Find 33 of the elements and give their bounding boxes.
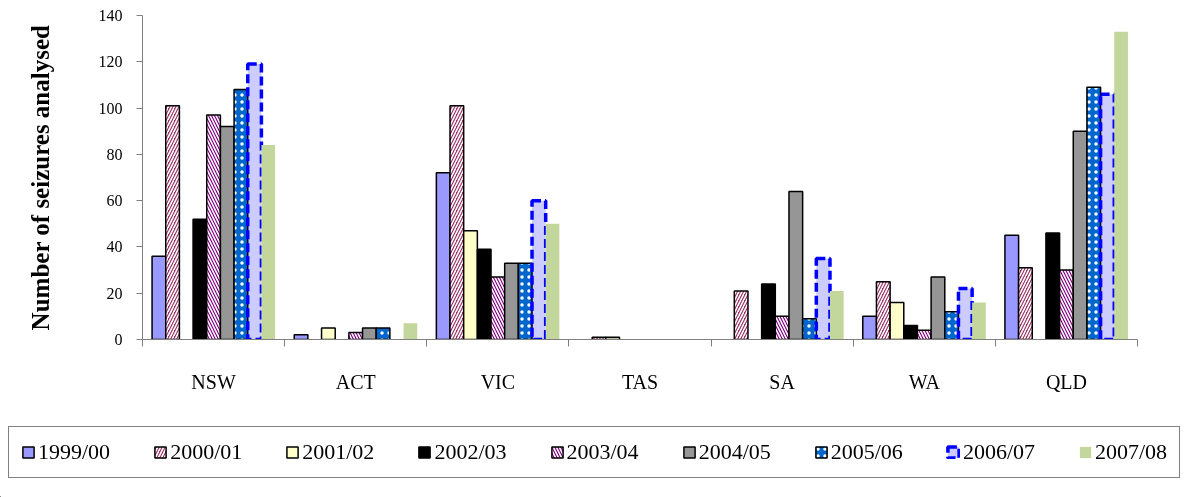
y-tick-label: 80 — [106, 145, 123, 163]
y-tick-label: 60 — [106, 192, 123, 210]
bar — [403, 323, 418, 340]
legend-label: 2000/01 — [170, 439, 243, 465]
legend-label: 2007/08 — [1095, 439, 1168, 465]
x-tick-label: QLD — [1045, 370, 1087, 393]
x-tick-label: WA — [908, 370, 941, 393]
bar — [972, 302, 986, 340]
legend-label: 2005/06 — [830, 439, 903, 465]
x-tick-label: SA — [769, 370, 796, 393]
bar — [829, 290, 844, 340]
legend-label: 1999/00 — [38, 439, 111, 465]
x-tick-label: TAS — [621, 370, 659, 393]
y-tick-label: 0 — [114, 331, 123, 348]
legend-label: 2006/07 — [962, 439, 1035, 465]
y-tick-label: 140 — [98, 7, 123, 24]
bar — [293, 334, 309, 340]
bar — [1114, 31, 1128, 340]
legend-label: 2001/02 — [302, 439, 375, 465]
bar — [545, 223, 560, 340]
legend-label: 2004/05 — [698, 439, 771, 465]
y-tick-label: 120 — [98, 53, 123, 71]
x-tick-label: ACT — [335, 370, 376, 393]
bar — [261, 145, 276, 340]
bar — [320, 327, 336, 340]
y-tick-label: 20 — [106, 284, 123, 302]
y-tick-label: 100 — [98, 99, 123, 117]
y-tick-label: 40 — [106, 238, 123, 256]
x-tick-label: NSW — [191, 370, 236, 393]
legend-label: 2002/03 — [434, 439, 507, 465]
y-axis-title: Number of seizures analysed — [26, 24, 54, 331]
legend-label: 2003/04 — [566, 439, 639, 465]
x-tick-label: VIC — [480, 370, 516, 393]
